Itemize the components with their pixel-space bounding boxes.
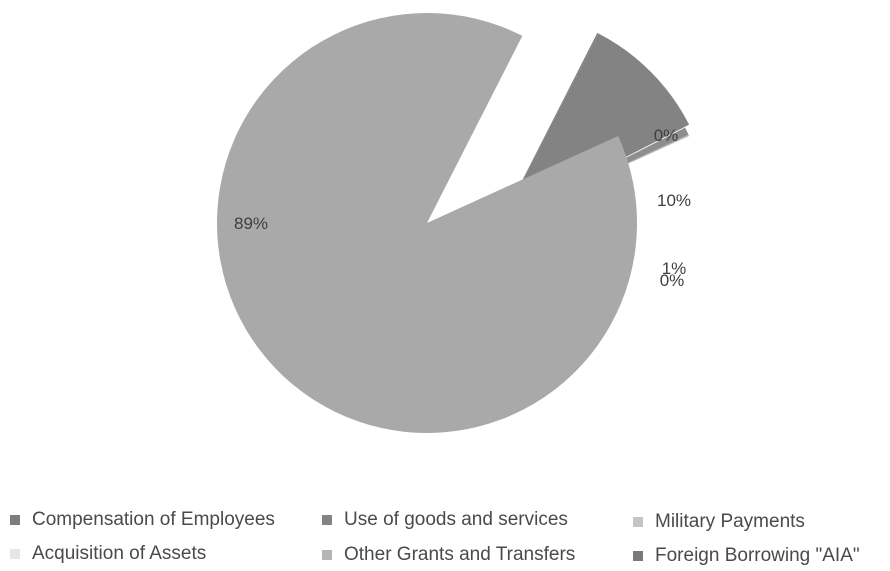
legend-label: Acquisition of Assets [32,543,207,564]
legend-swatch [322,550,332,560]
pie-data-labels: 0%10%1%0%89% [234,126,691,290]
pie-slices [217,12,690,433]
legend-swatch [633,517,643,527]
legend-label: Military Payments [655,511,805,532]
legend-swatch [322,515,332,525]
legend-item-other-grants-and-transfers: Other Grants and Transfers [322,540,575,570]
legend-item-compensation-of-employees: Compensation of Employees [10,505,275,535]
legend-item-acquisition-of-assets: Acquisition of Assets [10,539,206,569]
data-label-acquisition-of-assets: 0% [660,271,685,290]
legend-label: Compensation of Employees [32,509,275,530]
legend-swatch [10,549,20,559]
pie-slice-other-grants-and-transfers [217,12,638,433]
legend-item-foreign-borrowing-aia: Foreign Borrowing "AIA" [633,541,860,571]
legend-swatch [633,551,643,561]
data-label-military-payments: 1% [662,259,687,278]
legend-label: Use of goods and services [344,509,568,530]
legend-item-military-payments: Military Payments [633,507,805,537]
pie-slice-compensation-of-employees [502,32,599,221]
legend-swatch [10,515,20,525]
legend-item-use-of-goods-and-services: Use of goods and services [322,505,568,535]
chart-legend: Compensation of Employees Use of goods a… [0,503,890,571]
data-label-other-grants-and-transfers: 89% [234,214,268,233]
data-label-use-of-goods-and-services: 10% [657,191,691,210]
data-label-compensation-of-employees: 0% [654,126,679,145]
legend-label: Other Grants and Transfers [344,544,576,565]
legend-label: Foreign Borrowing "AIA" [655,545,860,566]
